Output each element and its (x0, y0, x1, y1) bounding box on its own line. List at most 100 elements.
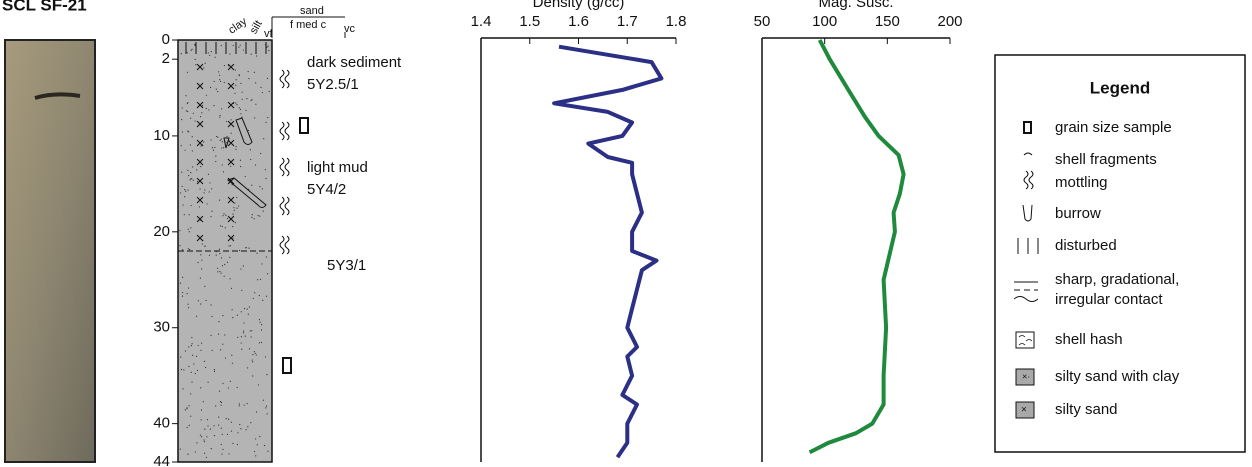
sand-dot (236, 386, 238, 389)
sand-dot (181, 171, 183, 173)
x-tick-label: 1.7 (617, 13, 638, 30)
sand-dot (229, 278, 231, 280)
sand-dot (253, 450, 256, 453)
sand-dot (219, 139, 221, 141)
sand-dot (240, 342, 242, 344)
sand-dot (221, 141, 223, 143)
depth-tick-label: 40 (153, 415, 170, 432)
sand-dot (244, 335, 246, 337)
sand-dot (247, 426, 249, 428)
sand-dot (201, 268, 203, 270)
clay-mark: × (227, 211, 236, 228)
sand-dot (226, 135, 228, 138)
legend-icon (1023, 152, 1033, 156)
sand-dot (260, 341, 263, 344)
sand-dot (207, 52, 209, 54)
sand-dot (230, 287, 233, 289)
header-label: vc (344, 23, 356, 35)
sand-dot (208, 109, 210, 111)
sand-dot (200, 145, 202, 147)
sand-dot (223, 213, 225, 215)
sand-dot (204, 245, 206, 247)
sand-dot (245, 109, 247, 111)
sand-dot (268, 90, 270, 93)
sand-dot (194, 44, 196, 46)
sand-dot (203, 192, 205, 194)
sand-dot (247, 71, 249, 73)
sand-dot (182, 249, 184, 251)
sand-dot (205, 456, 208, 459)
legend-label: silty sand with clay (1055, 368, 1180, 385)
sand-dot (199, 188, 201, 190)
sand-dot (219, 80, 222, 82)
sand-dot (187, 303, 189, 305)
sand-dot (243, 332, 245, 334)
sand-dot (232, 237, 234, 239)
sand-dot (247, 313, 249, 315)
sand-dot (214, 56, 216, 58)
sand-dot (225, 417, 227, 420)
clay-mark: × (196, 59, 205, 76)
sand-dot (242, 265, 245, 267)
sand-dot (205, 94, 207, 96)
legend-title: Legend (1090, 78, 1150, 97)
sand-dot (215, 155, 217, 157)
sand-dot (262, 299, 264, 301)
sand-dot (194, 451, 196, 453)
sand-dot (209, 54, 211, 56)
sand-dot (190, 227, 192, 229)
depth-tick-label: 44 (153, 453, 170, 467)
sand-dot (225, 120, 228, 123)
sand-dot (253, 71, 255, 74)
sand-dot (242, 49, 245, 51)
sand-dot (188, 307, 190, 309)
clay-mark: × (227, 78, 236, 95)
sand-dot (215, 254, 217, 256)
sand-dot (255, 103, 257, 105)
sand-dot (268, 49, 270, 52)
sand-dot (211, 188, 213, 190)
sand-dot (201, 144, 203, 146)
sand-dot (221, 225, 223, 228)
sand-dot (220, 427, 222, 429)
sand-dot (193, 363, 195, 365)
sand-dot (249, 330, 251, 332)
sand-dot (236, 314, 238, 316)
x-tick-label: 1.8 (666, 13, 687, 30)
sand-dot (248, 348, 251, 350)
sand-dot (246, 97, 248, 100)
sand-dot (180, 144, 182, 147)
sand-dot (200, 116, 202, 118)
sand-dot (232, 442, 234, 445)
sand-dot (185, 95, 187, 97)
sand-dot (241, 348, 243, 350)
sand-dot (206, 419, 209, 421)
sand-dot (179, 282, 182, 284)
sand-dot (195, 315, 198, 317)
sand-dot (227, 158, 229, 161)
sand-dot (229, 165, 232, 167)
sand-dot (266, 273, 269, 275)
sand-dot (245, 429, 247, 431)
sand-dot (186, 52, 188, 54)
sand-dot (217, 333, 220, 335)
sand-dot (191, 136, 193, 138)
sand-dot (219, 253, 221, 255)
sand-dot (182, 204, 184, 206)
clay-mark: × (227, 59, 236, 76)
sand-dot (224, 334, 226, 336)
sand-dot (190, 204, 192, 207)
sand-dot (221, 265, 224, 267)
sand-dot (188, 365, 190, 368)
sand-dot (266, 46, 268, 48)
sand-dot (256, 444, 258, 446)
sand-dot (235, 84, 237, 86)
sand-dot (191, 343, 193, 345)
clay-mark: × (196, 135, 205, 152)
sand-dot (197, 344, 199, 347)
sand-dot (223, 275, 225, 277)
legend-label: grain size sample (1055, 119, 1172, 136)
sand-dot (240, 428, 242, 430)
sand-dot (219, 74, 221, 76)
sand-dot (228, 245, 230, 247)
